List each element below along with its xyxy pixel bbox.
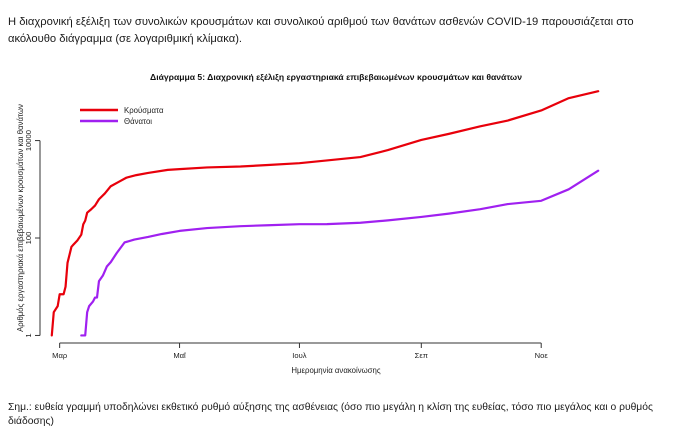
x-tick-label: Σεπ	[415, 351, 428, 360]
x-tick-label: Ιουλ	[292, 351, 306, 360]
series-line-1	[50, 90, 600, 337]
y-tick-label: 1	[24, 333, 33, 337]
chart-title: Διάγραμμα 5: Διαχρονική εξέλιξη εργαστηρ…	[150, 72, 522, 82]
x-axis-label: Ημερομηνία ανακοίνωσης	[291, 366, 380, 375]
y-tick-label: 100	[24, 232, 33, 245]
plot-area: 1 100 10000 Μαρ Μαΐ Ιουλ Σεπ Νοε Κρούσματα Θάνατο…	[24, 90, 600, 360]
footnote: Σημ.: ευθεία γραμμή υποδηλώνει εκθετικό …	[8, 402, 653, 427]
y-tick-label: 10000	[24, 130, 33, 151]
line-chart: Διάγραμμα 5: Διαχρονική εξέλιξη εργαστηρ…	[16, 72, 600, 375]
intro-paragraph: Η διαχρονική εξέλιξη των συνολικών κρουσ…	[8, 16, 634, 45]
x-tick-label: Νοε	[535, 351, 549, 360]
y-axis-label: Αριθμός εργαστηριακά επιβεβαιωμένων κρου…	[16, 104, 25, 332]
legend-label: Κρούσματα	[124, 106, 164, 115]
x-tick-label: Μαρ	[52, 351, 68, 360]
legend-label: Θάνατοι	[124, 117, 152, 126]
x-tick-label: Μαΐ	[173, 351, 187, 360]
series-line-2	[80, 169, 600, 337]
